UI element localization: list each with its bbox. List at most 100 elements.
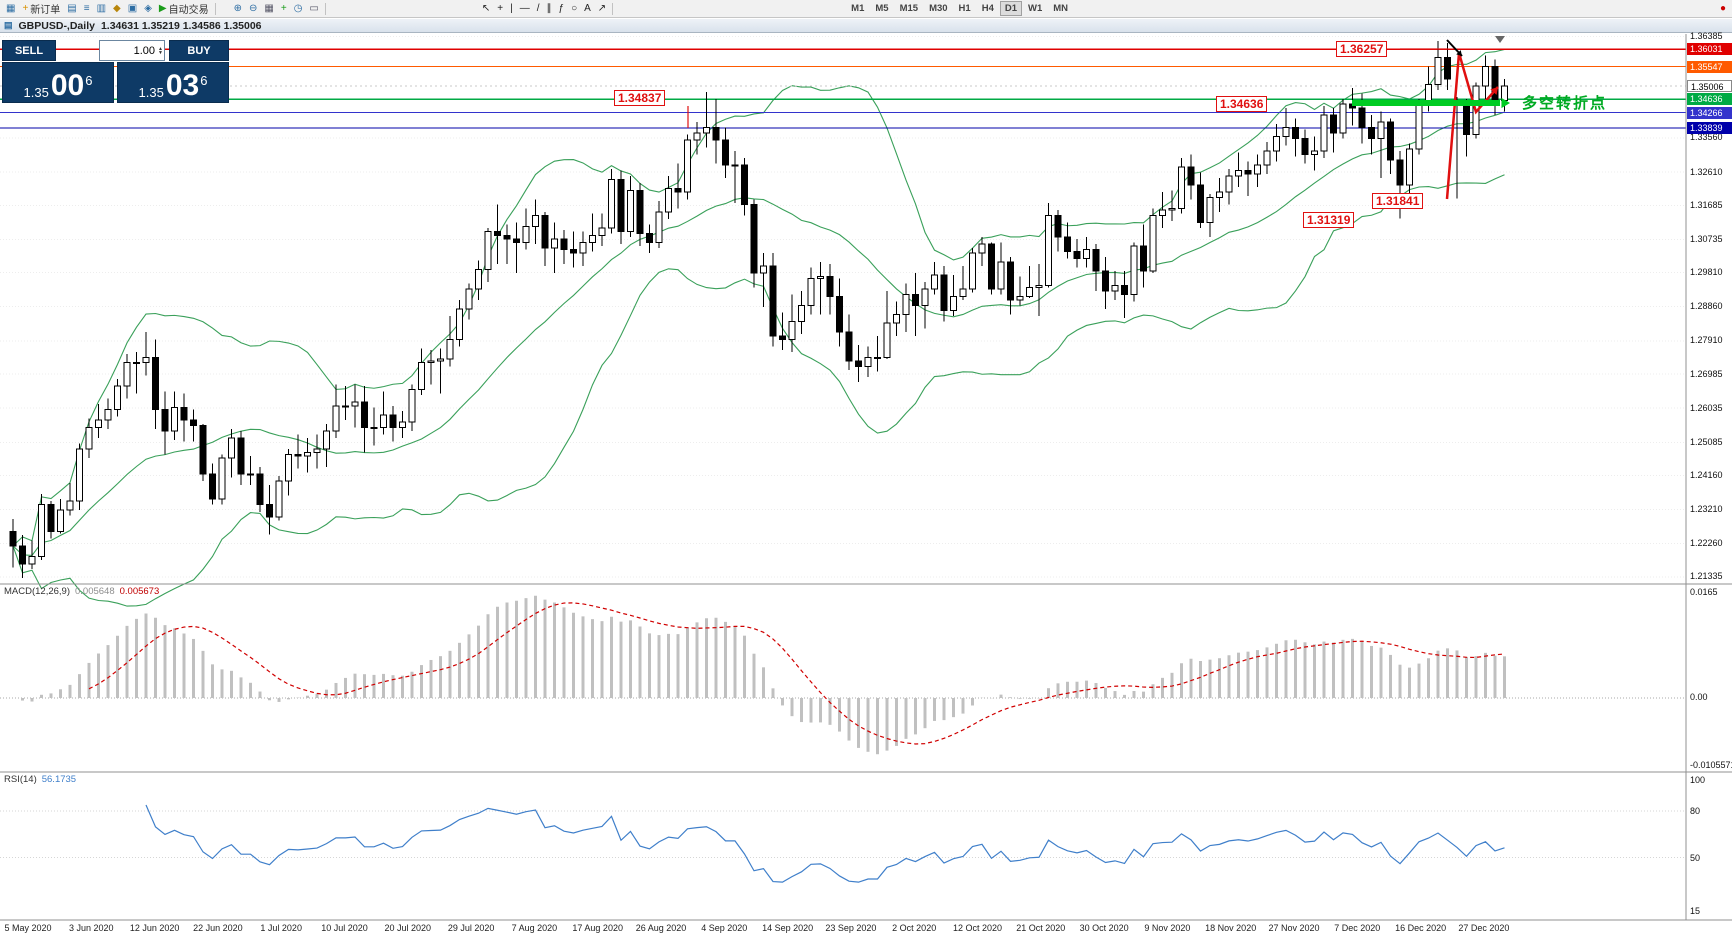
label-134636[interactable]: 1.34636 xyxy=(1216,96,1268,112)
macd-value-1: 0.005648 xyxy=(75,586,115,597)
price-scale-label: 1.27910 xyxy=(1690,335,1723,346)
trendline-icon[interactable]: / xyxy=(534,0,543,17)
chart-titlebar: ▤ GBPUSD-,Daily 1.34631 1.35219 1.34586 … xyxy=(0,19,1732,33)
tf-m1[interactable]: M1 xyxy=(846,1,869,16)
vertical-line-icon[interactable]: | xyxy=(507,0,516,17)
price-scale-label: 1.28860 xyxy=(1690,301,1723,312)
horizontal-line-icon[interactable]: — xyxy=(517,0,533,17)
indicators-icon[interactable]: + xyxy=(278,0,290,17)
draw-tools-group: ↖ + | — / ∥ ƒ ○ A ↗ xyxy=(479,0,609,17)
tile-windows-icon[interactable]: ▦ xyxy=(261,0,276,17)
macd-scale-label: 0.00 xyxy=(1690,692,1708,702)
tf-w1-label: W1 xyxy=(1028,3,1043,14)
sell-price[interactable]: 1.35 00 6 xyxy=(2,62,114,103)
tf-m30[interactable]: M30 xyxy=(924,1,952,16)
lot-spinner-down-icon[interactable]: ▼ xyxy=(158,49,163,56)
sell-price-big: 00 xyxy=(50,69,85,102)
crosshair-icon[interactable]: + xyxy=(494,0,506,17)
tf-m15[interactable]: M15 xyxy=(895,1,923,16)
price-badge-135006: 1.35006 xyxy=(1687,80,1732,93)
tf-m15-label: M15 xyxy=(899,3,919,14)
new-order-button-label: 新订单 xyxy=(30,5,61,16)
tf-m1-label: M1 xyxy=(851,3,865,14)
tf-m5[interactable]: M5 xyxy=(870,1,893,16)
label-131319[interactable]: 1.31319 xyxy=(1303,212,1355,228)
lot-spinner[interactable]: ▲ ▼ xyxy=(158,45,163,56)
date-axis-label: 27 Nov 2020 xyxy=(1268,923,1320,933)
toolbar-separator xyxy=(214,2,216,15)
fibonacci-icon: ƒ xyxy=(558,2,565,14)
timeframe-group: M1 M5 M15 M30 H1 H4 D1 W1 MN xyxy=(846,1,1073,16)
label-131841[interactable]: 1.31841 xyxy=(1372,193,1424,209)
lot-spinner-up-icon[interactable]: ▲ xyxy=(158,45,163,52)
arrows-icon[interactable]: ↗ xyxy=(595,0,609,17)
price-scale-label: 1.22260 xyxy=(1690,538,1723,549)
rsi-scale-label: 15 xyxy=(1690,906,1701,916)
text-icon[interactable]: A xyxy=(581,0,594,17)
buy-price[interactable]: 1.35 03 6 xyxy=(117,62,229,103)
autotrading-button[interactable]: ▶ 自动交易 xyxy=(156,0,212,17)
notification-icon[interactable]: ● xyxy=(1717,0,1729,17)
price-badge-135547: 1.35547 xyxy=(1687,60,1732,73)
bull-bear-turning-point-label[interactable]: 多空转折点 xyxy=(1522,95,1608,112)
fibonacci-icon[interactable]: ƒ xyxy=(556,0,568,17)
tf-h4-label: H4 xyxy=(981,3,994,14)
date-axis-label: 16 Dec 2020 xyxy=(1395,923,1447,933)
zoom-in-icon: ⊕ xyxy=(233,2,242,14)
zoom-out-icon[interactable]: ⊖ xyxy=(246,0,260,17)
vertical-line-icon: | xyxy=(510,2,513,14)
tf-h1[interactable]: H1 xyxy=(954,1,976,16)
terminal-icon[interactable]: ▣ xyxy=(125,0,140,17)
horizontal-line-icon: — xyxy=(519,2,530,14)
channel-icon: ∥ xyxy=(546,2,552,14)
data-window-icon[interactable]: ▥ xyxy=(94,0,109,17)
date-axis-label: 18 Nov 2020 xyxy=(1205,923,1257,933)
date-axis-label: 22 Jun 2020 xyxy=(193,923,243,933)
macd-scale-label: 0.0165 xyxy=(1690,587,1718,597)
cursor-icon[interactable]: ↖ xyxy=(479,0,493,17)
strategy-tester-icon: ◈ xyxy=(144,2,152,14)
new-order-button[interactable]: + 新订单 xyxy=(19,0,63,17)
date-axis-label: 17 Aug 2020 xyxy=(572,923,623,933)
tf-w1[interactable]: W1 xyxy=(1023,1,1047,16)
tf-d1[interactable]: D1 xyxy=(999,1,1023,16)
sell-button[interactable]: SELL xyxy=(2,40,56,61)
tf-m5-label: M5 xyxy=(875,3,889,14)
new-order-button-icon: + xyxy=(22,2,29,14)
new-chart-icon[interactable]: ▦ xyxy=(3,0,18,17)
lot-size-input[interactable]: 1.00 ▲ ▼ xyxy=(99,40,165,61)
navigator-icon[interactable]: ◆ xyxy=(110,0,124,17)
date-axis-label: 26 Aug 2020 xyxy=(635,923,687,933)
shapes-icon[interactable]: ○ xyxy=(568,0,580,17)
toolbar-separator xyxy=(324,2,326,15)
rsi-name: RSI(14) xyxy=(4,774,37,785)
tf-mn[interactable]: MN xyxy=(1048,1,1073,16)
tf-m30-label: M30 xyxy=(929,3,948,14)
periods-icon[interactable]: ◷ xyxy=(291,0,306,17)
tf-h4[interactable]: H4 xyxy=(977,1,999,16)
terminal-icon: ▣ xyxy=(127,2,138,14)
label-134837[interactable]: 1.34837 xyxy=(614,90,666,106)
toolbar: ▦ + 新订单 ▤ ≡ ▥ ◆ ▣ ◈ ▶ 自动交易 ⊕ ⊖ ▦ + ◷ ▭ ↖ + | — / ∥ ƒ ○ A ↗ M1 M5 M15 M… xyxy=(0,0,1732,18)
price-scale-label: 1.32610 xyxy=(1690,166,1723,177)
navigator-icon: ◆ xyxy=(113,2,121,14)
chart-title-icon: ▤ xyxy=(4,20,13,30)
buy-button[interactable]: BUY xyxy=(169,40,229,61)
strategy-tester-icon[interactable]: ◈ xyxy=(141,0,155,17)
tf-d1-label: D1 xyxy=(1004,3,1018,14)
profiles-icon[interactable]: ▤ xyxy=(64,0,79,17)
arrows-icon: ↗ xyxy=(597,2,607,14)
macd-value-2: 0.005673 xyxy=(119,586,160,597)
market-watch-icon[interactable]: ≡ xyxy=(81,0,93,17)
templates-icon[interactable]: ▭ xyxy=(306,0,321,17)
price-scale-label: 1.21335 xyxy=(1690,571,1723,582)
one-click-trading-panel: SELL 1.00 ▲ ▼ BUY 1.35 00 6 1.35 03 6 xyxy=(2,40,229,103)
label-136257[interactable]: 1.36257 xyxy=(1336,41,1388,57)
channel-icon[interactable]: ∥ xyxy=(544,0,555,17)
price-badge-136031: 1.36031 xyxy=(1687,43,1732,56)
tile-windows-icon: ▦ xyxy=(264,2,274,14)
zoom-in-icon[interactable]: ⊕ xyxy=(231,0,245,17)
sell-price-sup: 6 xyxy=(85,73,93,88)
